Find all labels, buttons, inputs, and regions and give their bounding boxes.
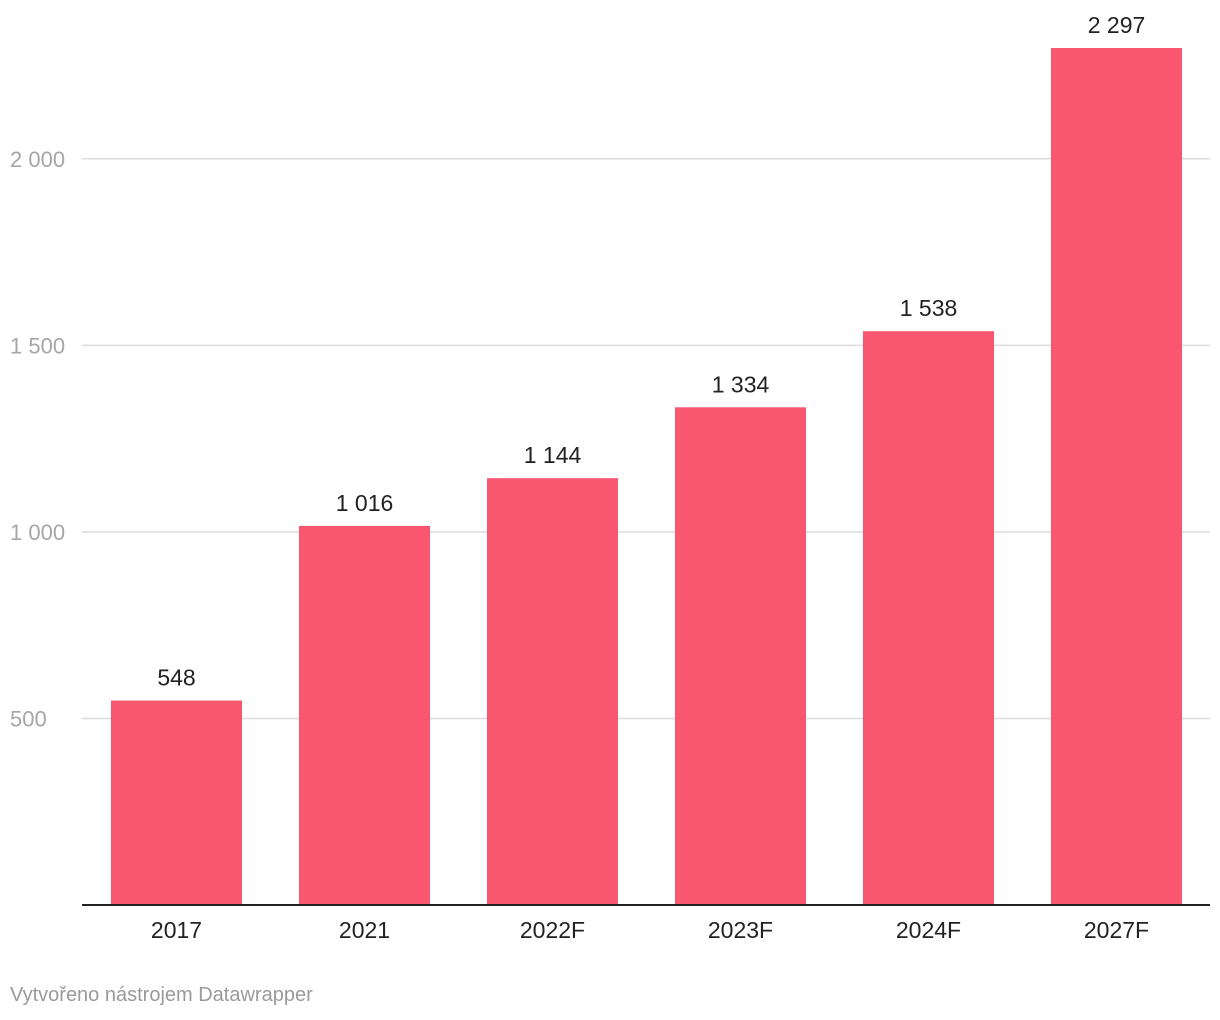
x-tick-label: 2027F [1084, 917, 1149, 943]
y-tick-label: 1 000 [10, 520, 65, 545]
x-tick-label: 2021 [339, 917, 390, 943]
data-label: 1 538 [900, 295, 958, 321]
x-tick-label: 2017 [151, 917, 202, 943]
y-tick-label: 500 [10, 706, 47, 731]
x-tick-label: 2023F [708, 917, 773, 943]
x-axis-ticks: 2017 2021 2022F 2023F 2024F 2027F [151, 917, 1149, 943]
data-labels: 548 1 016 1 144 1 334 1 538 2 297 [157, 12, 1145, 691]
credit-text: Vytvořeno nástrojem Datawrapper [10, 984, 313, 1006]
data-label: 548 [157, 665, 195, 691]
data-label: 1 144 [524, 442, 582, 468]
gridlines: 500 1 000 1 500 2 000 [10, 147, 1210, 731]
y-tick-label: 1 500 [10, 333, 65, 358]
bar [675, 407, 806, 905]
bar [299, 525, 430, 905]
bar [863, 331, 994, 906]
bar [111, 700, 242, 905]
bar [487, 478, 618, 905]
bar [1051, 48, 1182, 905]
data-label: 2 297 [1088, 12, 1146, 38]
bar-chart: 500 1 000 1 500 2 000 548 1 016 1 144 1 334 1 5… [10, 12, 1210, 943]
bars [111, 48, 1182, 906]
data-label: 1 334 [712, 371, 770, 397]
y-tick-label: 2 000 [10, 147, 65, 172]
x-tick-label: 2024F [896, 917, 961, 943]
x-tick-label: 2022F [520, 917, 585, 943]
data-label: 1 016 [336, 490, 394, 516]
